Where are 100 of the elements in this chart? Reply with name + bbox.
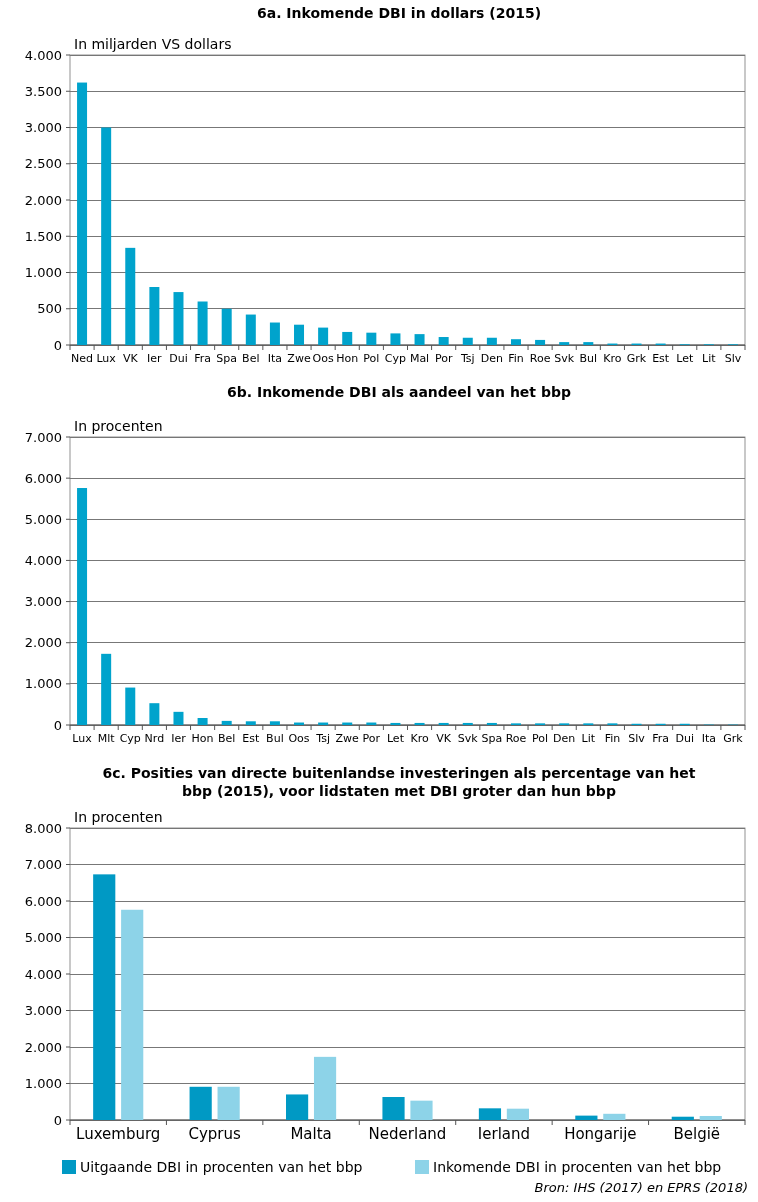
x-tick-label: Lit	[581, 732, 596, 745]
x-tick-label: Zwe	[335, 732, 360, 745]
x-tick-label: Hongarije	[564, 1125, 637, 1143]
x-tick-label: Cyp	[119, 732, 141, 745]
x-tick-label: Ita	[267, 352, 283, 365]
bar	[125, 247, 136, 345]
x-tick-label: Malta	[290, 1125, 332, 1143]
y-tick-label: 1.000	[24, 265, 62, 281]
x-tick-label: Fin	[604, 732, 621, 745]
x-tick-label: Den	[480, 352, 503, 365]
bar	[559, 342, 570, 345]
bar	[221, 308, 232, 345]
bar	[366, 332, 377, 345]
bar	[294, 324, 305, 345]
x-tick-label: Por	[362, 732, 381, 745]
y-tick-label: 5.000	[24, 511, 62, 527]
x-tick-label: Lit	[702, 352, 717, 365]
y-tick-label: 8.000	[24, 820, 62, 836]
x-tick-label: Hon	[191, 732, 214, 745]
legend-label: Uitgaande DBI in procenten van het bbp	[80, 1158, 363, 1175]
x-tick-label: Fra	[194, 352, 211, 365]
y-axis-title: In procenten	[74, 809, 163, 825]
x-tick-label: Pol	[532, 732, 549, 745]
x-tick-label: Kro	[410, 732, 429, 745]
x-tick-label: Bel	[218, 732, 236, 745]
bar	[101, 127, 112, 345]
bar	[438, 722, 449, 725]
x-tick-label: Hon	[336, 352, 359, 365]
bar	[77, 82, 88, 345]
x-tick-label: Ita	[701, 732, 716, 745]
bar	[486, 722, 497, 725]
bar	[189, 1086, 212, 1120]
bar	[197, 718, 208, 725]
x-tick-label: Kro	[603, 352, 622, 365]
bar	[390, 333, 401, 345]
x-tick-label: Oos	[288, 732, 310, 745]
bar	[269, 721, 280, 725]
bar	[462, 337, 473, 345]
y-tick-label: 3.000	[24, 1003, 62, 1019]
x-tick-label: Grk	[626, 352, 647, 365]
y-tick-label: 6.000	[24, 893, 62, 909]
bar	[342, 331, 353, 345]
y-tick-label: 7.000	[24, 857, 62, 873]
x-tick-label: Pol	[363, 352, 380, 365]
bar	[313, 1056, 337, 1120]
x-tick-label: Cyprus	[188, 1125, 241, 1143]
x-tick-label: Bel	[242, 352, 260, 365]
x-tick-label: Nederland	[368, 1125, 447, 1143]
y-tick-label: 1.000	[24, 1076, 62, 1092]
y-tick-label: 3.500	[24, 83, 62, 99]
bar	[478, 1108, 502, 1120]
x-tick-label: Den	[553, 732, 576, 745]
x-tick-label: Tsj	[459, 352, 475, 365]
x-tick-label: Ned	[71, 352, 94, 365]
x-tick-label: Ier	[147, 352, 163, 365]
x-tick-label: Est	[242, 732, 260, 745]
y-tick-label: 500	[37, 301, 62, 317]
x-tick-label: Ierland	[477, 1125, 531, 1143]
bar	[414, 334, 425, 345]
y-tick-label: 4.000	[24, 47, 62, 63]
x-tick-label: Por	[434, 352, 453, 365]
bar	[506, 1108, 529, 1121]
x-tick-label: Ier	[171, 732, 187, 745]
x-tick-label: VK	[436, 732, 452, 745]
y-tick-label: 0	[53, 337, 62, 353]
bar	[173, 711, 184, 725]
x-tick-label: Fin	[508, 352, 524, 365]
x-tick-label: Zwe	[287, 352, 311, 365]
x-tick-label: Svk	[554, 352, 575, 365]
y-tick-label: 5.000	[24, 930, 62, 946]
x-tick-label: Slv	[628, 732, 646, 745]
x-tick-label: Oos	[312, 352, 334, 365]
x-tick-label: Spa	[216, 352, 238, 365]
x-tick-label: Fra	[652, 732, 670, 745]
chart-title: 6c. Posities van directe buitenlandse investeringen als percentage van het bbp (2015), voor lidstaten met DBI groter dan hun bbp	[102, 765, 696, 799]
bar	[583, 342, 594, 345]
y-tick-label: 0	[53, 1112, 62, 1128]
x-tick-label: Bul	[266, 732, 284, 745]
x-tick-label: Mlt	[97, 732, 116, 745]
bar	[77, 488, 88, 725]
x-tick-label: Svk	[457, 732, 479, 745]
bar	[197, 301, 208, 345]
x-tick-label: Roe	[505, 732, 527, 745]
x-tick-label: Grk	[723, 732, 744, 745]
x-tick-label: Luxemburg	[76, 1125, 161, 1143]
text: Bron: IHS (2017) en EPRS (2018)	[534, 1180, 748, 1195]
bar	[486, 337, 497, 345]
bar	[318, 327, 329, 345]
bar	[101, 653, 112, 725]
x-tick-label: Lux	[72, 732, 93, 745]
x-tick-label: Tsj	[315, 732, 330, 745]
bar	[699, 1115, 722, 1120]
bar	[414, 722, 425, 725]
bar	[269, 322, 280, 345]
bar	[245, 721, 256, 725]
x-tick-label: Dui	[169, 352, 188, 365]
y-tick-label: 6.000	[24, 470, 62, 486]
x-tick-label: Est	[652, 352, 670, 365]
bar	[217, 1086, 240, 1120]
bar	[510, 339, 521, 345]
